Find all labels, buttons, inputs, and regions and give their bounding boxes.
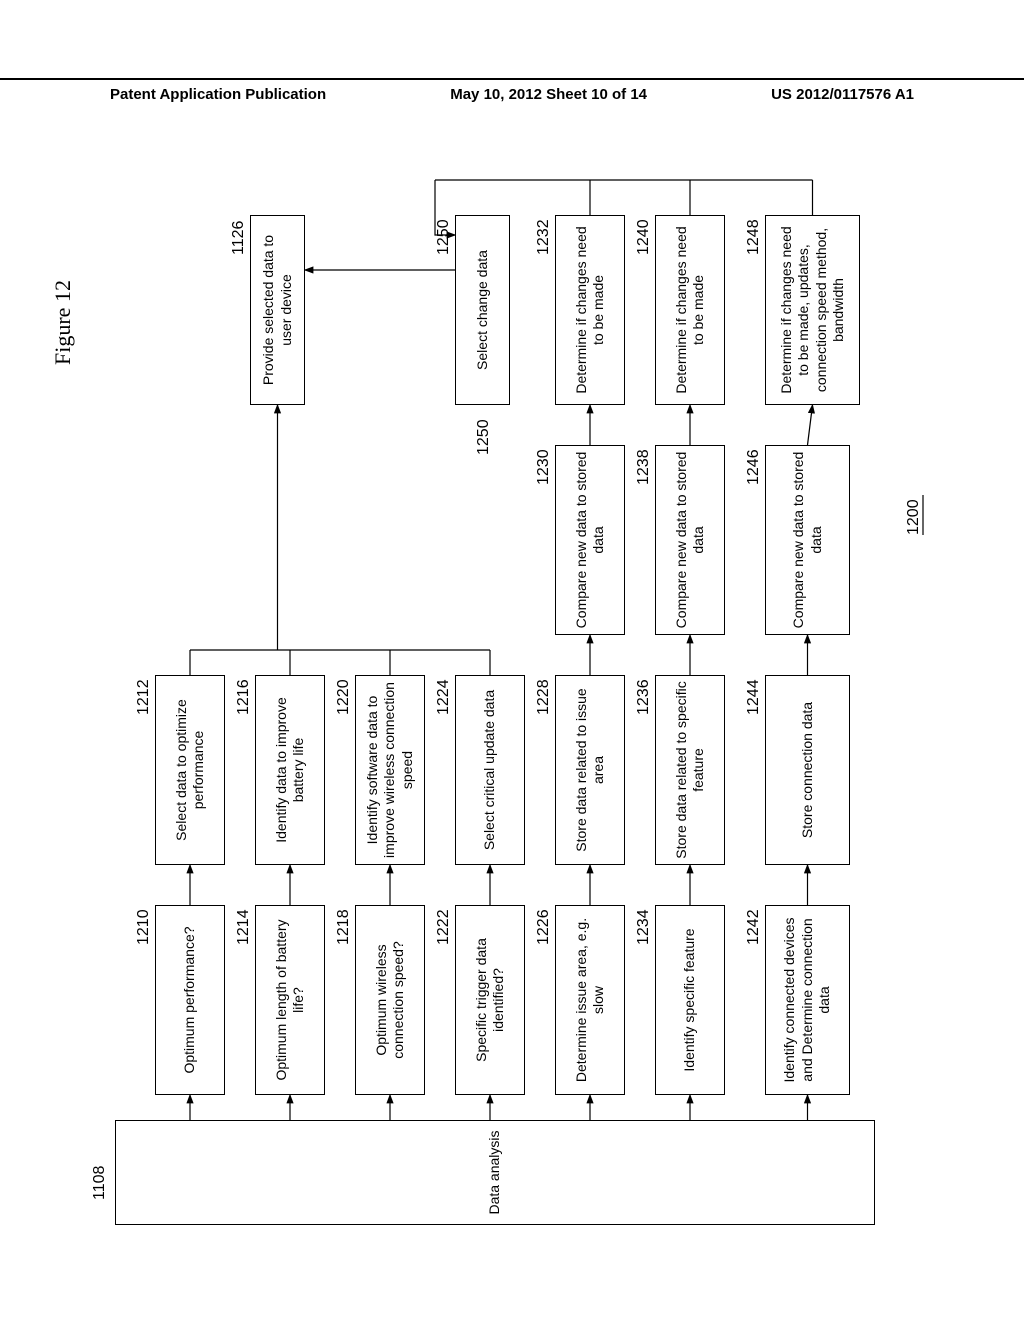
box-1238-ref: 1238 bbox=[635, 449, 653, 485]
figure-container: Figure 12Data analysis11081200Optimum pe… bbox=[0, 250, 1024, 1110]
ref-1108: 1108 bbox=[91, 1166, 109, 1200]
box-1210: Optimum performance? bbox=[155, 905, 225, 1095]
box-1212-ref: 1212 bbox=[135, 679, 153, 715]
box-1250-ref: 1250 bbox=[435, 219, 453, 255]
box-1216: Identify data to improve battery life bbox=[255, 675, 325, 865]
box-1228: Store data related to issue area bbox=[555, 675, 625, 865]
box-1238: Compare new data to stored data bbox=[655, 445, 725, 635]
box-1224: Select critical update data bbox=[455, 675, 525, 865]
box-1222: Specific trigger data identified? bbox=[455, 905, 525, 1095]
box-1232: Determine if changes need to be made bbox=[555, 215, 625, 405]
ref-1200: 1200 bbox=[905, 499, 923, 535]
figure-label: Figure 12 bbox=[50, 280, 76, 365]
box-1250: Select change data bbox=[455, 215, 510, 405]
box-1216-ref: 1216 bbox=[235, 679, 253, 715]
box-1248-ref: 1248 bbox=[745, 219, 763, 255]
box-1218-ref: 1218 bbox=[335, 909, 353, 945]
page-header: Patent Application Publication May 10, 2… bbox=[0, 78, 1024, 103]
box-1222-ref: 1222 bbox=[435, 909, 453, 945]
box-1126-ref: 1126 bbox=[230, 221, 248, 255]
box-1220-ref: 1220 bbox=[335, 679, 353, 715]
box-1234-ref: 1234 bbox=[635, 909, 653, 945]
box-1126: Provide selected data to user device bbox=[250, 215, 305, 405]
box-1210-ref: 1210 bbox=[135, 909, 153, 945]
box-1214-ref: 1214 bbox=[235, 909, 253, 945]
box-1212: Select data to optimize performance bbox=[155, 675, 225, 865]
header-left: Patent Application Publication bbox=[0, 86, 326, 103]
box-1228-ref: 1228 bbox=[535, 679, 553, 715]
box-1220: Identify software data to improve wirele… bbox=[355, 675, 425, 865]
box-1224-ref: 1224 bbox=[435, 679, 453, 715]
box-1218: Optimum wireless connection speed? bbox=[355, 905, 425, 1095]
box-1226: Determine issue area, e.g. slow bbox=[555, 905, 625, 1095]
box-1240-ref: 1240 bbox=[635, 219, 653, 255]
box-1244: Store connection data bbox=[765, 675, 850, 865]
box-1230-ref: 1230 bbox=[535, 449, 553, 485]
box-1246-ref: 1246 bbox=[745, 449, 763, 485]
box-1242-ref: 1242 bbox=[745, 909, 763, 945]
box-1236-ref: 1236 bbox=[635, 679, 653, 715]
box-1234: Identify specific feature bbox=[655, 905, 725, 1095]
box-1230: Compare new data to stored data bbox=[555, 445, 625, 635]
box-1244-ref: 1244 bbox=[745, 679, 763, 715]
box-1246: Compare new data to stored data bbox=[765, 445, 850, 635]
header-center: May 10, 2012 Sheet 10 of 14 bbox=[450, 86, 647, 103]
figure-stage: Figure 12Data analysis11081200Optimum pe… bbox=[85, 135, 945, 1225]
box-1236: Store data related to specific feature bbox=[655, 675, 725, 865]
box-1240: Determine if changes need to be made bbox=[655, 215, 725, 405]
box-1232-ref: 1232 bbox=[535, 219, 553, 255]
box-1248: Determine if changes need to be made, up… bbox=[765, 215, 860, 405]
box-data-analysis: Data analysis bbox=[115, 1120, 875, 1225]
header-right: US 2012/0117576 A1 bbox=[771, 86, 1024, 103]
box-1214: Optimum length of battery life? bbox=[255, 905, 325, 1095]
box-1226-ref: 1226 bbox=[535, 909, 553, 945]
ref-1250-side: 1250 bbox=[475, 419, 493, 455]
box-1242: Identify connected devices and Determine… bbox=[765, 905, 850, 1095]
